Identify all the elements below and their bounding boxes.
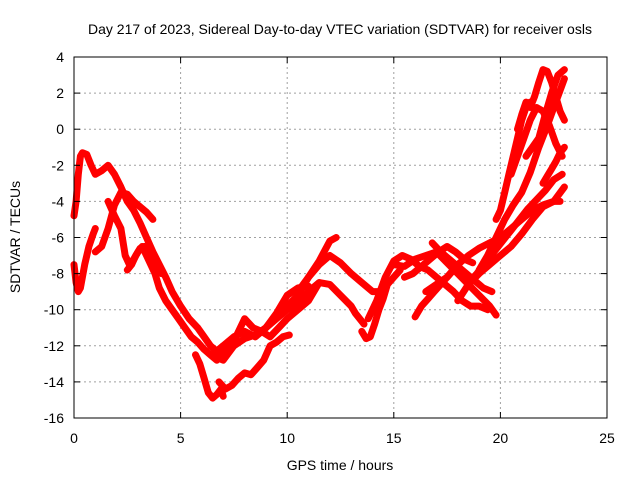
grid: [74, 57, 607, 418]
data-series: [70, 66, 568, 402]
y-tick-label: 4: [56, 49, 64, 65]
series-track-14: [364, 252, 492, 323]
x-tick-label: 20: [493, 430, 509, 446]
x-tick-label: 5: [177, 430, 185, 446]
series-track-12: [294, 252, 387, 296]
y-tick-label: -2: [52, 157, 65, 173]
series-track-11: [251, 279, 368, 341]
series-track-15: [390, 248, 500, 319]
series-track-4: [104, 197, 221, 364]
x-tick-label: 0: [70, 430, 78, 446]
chart-title: Day 217 of 2023, Sidereal Day-to-day VTE…: [88, 21, 592, 37]
series-track-22: [475, 75, 568, 274]
series-track-5: [123, 243, 165, 278]
series-track-25: [507, 104, 566, 178]
y-tick-label: -10: [44, 302, 64, 318]
series-track-1: [70, 149, 227, 355]
y-tick-label: -4: [52, 193, 65, 209]
series-track-27: [539, 143, 568, 187]
y-tick-label: -14: [44, 374, 64, 390]
series-track-3: [70, 225, 99, 296]
series-track-13: [358, 266, 404, 343]
x-axis-label: GPS time / hours: [287, 457, 394, 473]
y-tick-label: -12: [44, 338, 64, 354]
series-track-10: [215, 279, 323, 359]
x-tick-label: 15: [386, 430, 402, 446]
series-track-6: [192, 351, 227, 402]
y-tick-label: 2: [56, 85, 64, 101]
series-track-2: [91, 188, 157, 256]
x-tick-label: 25: [599, 430, 615, 446]
y-tick-label: -8: [52, 266, 65, 282]
series-track-7: [215, 331, 293, 393]
y-tick-label: -16: [44, 410, 64, 426]
series-track-24: [514, 66, 568, 133]
y-tick-label: 0: [56, 121, 64, 137]
y-axis-label: SDTVAR / TECUs: [7, 181, 23, 293]
series-track-26: [522, 66, 568, 160]
series-track-19: [428, 239, 496, 296]
x-tick-label: 10: [279, 430, 295, 446]
y-tick-label: -6: [52, 230, 65, 246]
